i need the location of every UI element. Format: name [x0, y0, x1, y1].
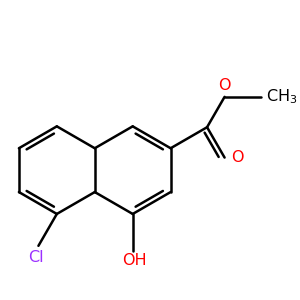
Text: O: O: [218, 78, 231, 93]
Text: CH$_3$: CH$_3$: [266, 88, 297, 106]
Text: Cl: Cl: [28, 250, 44, 265]
Text: O: O: [232, 150, 244, 165]
Text: OH: OH: [122, 254, 147, 268]
